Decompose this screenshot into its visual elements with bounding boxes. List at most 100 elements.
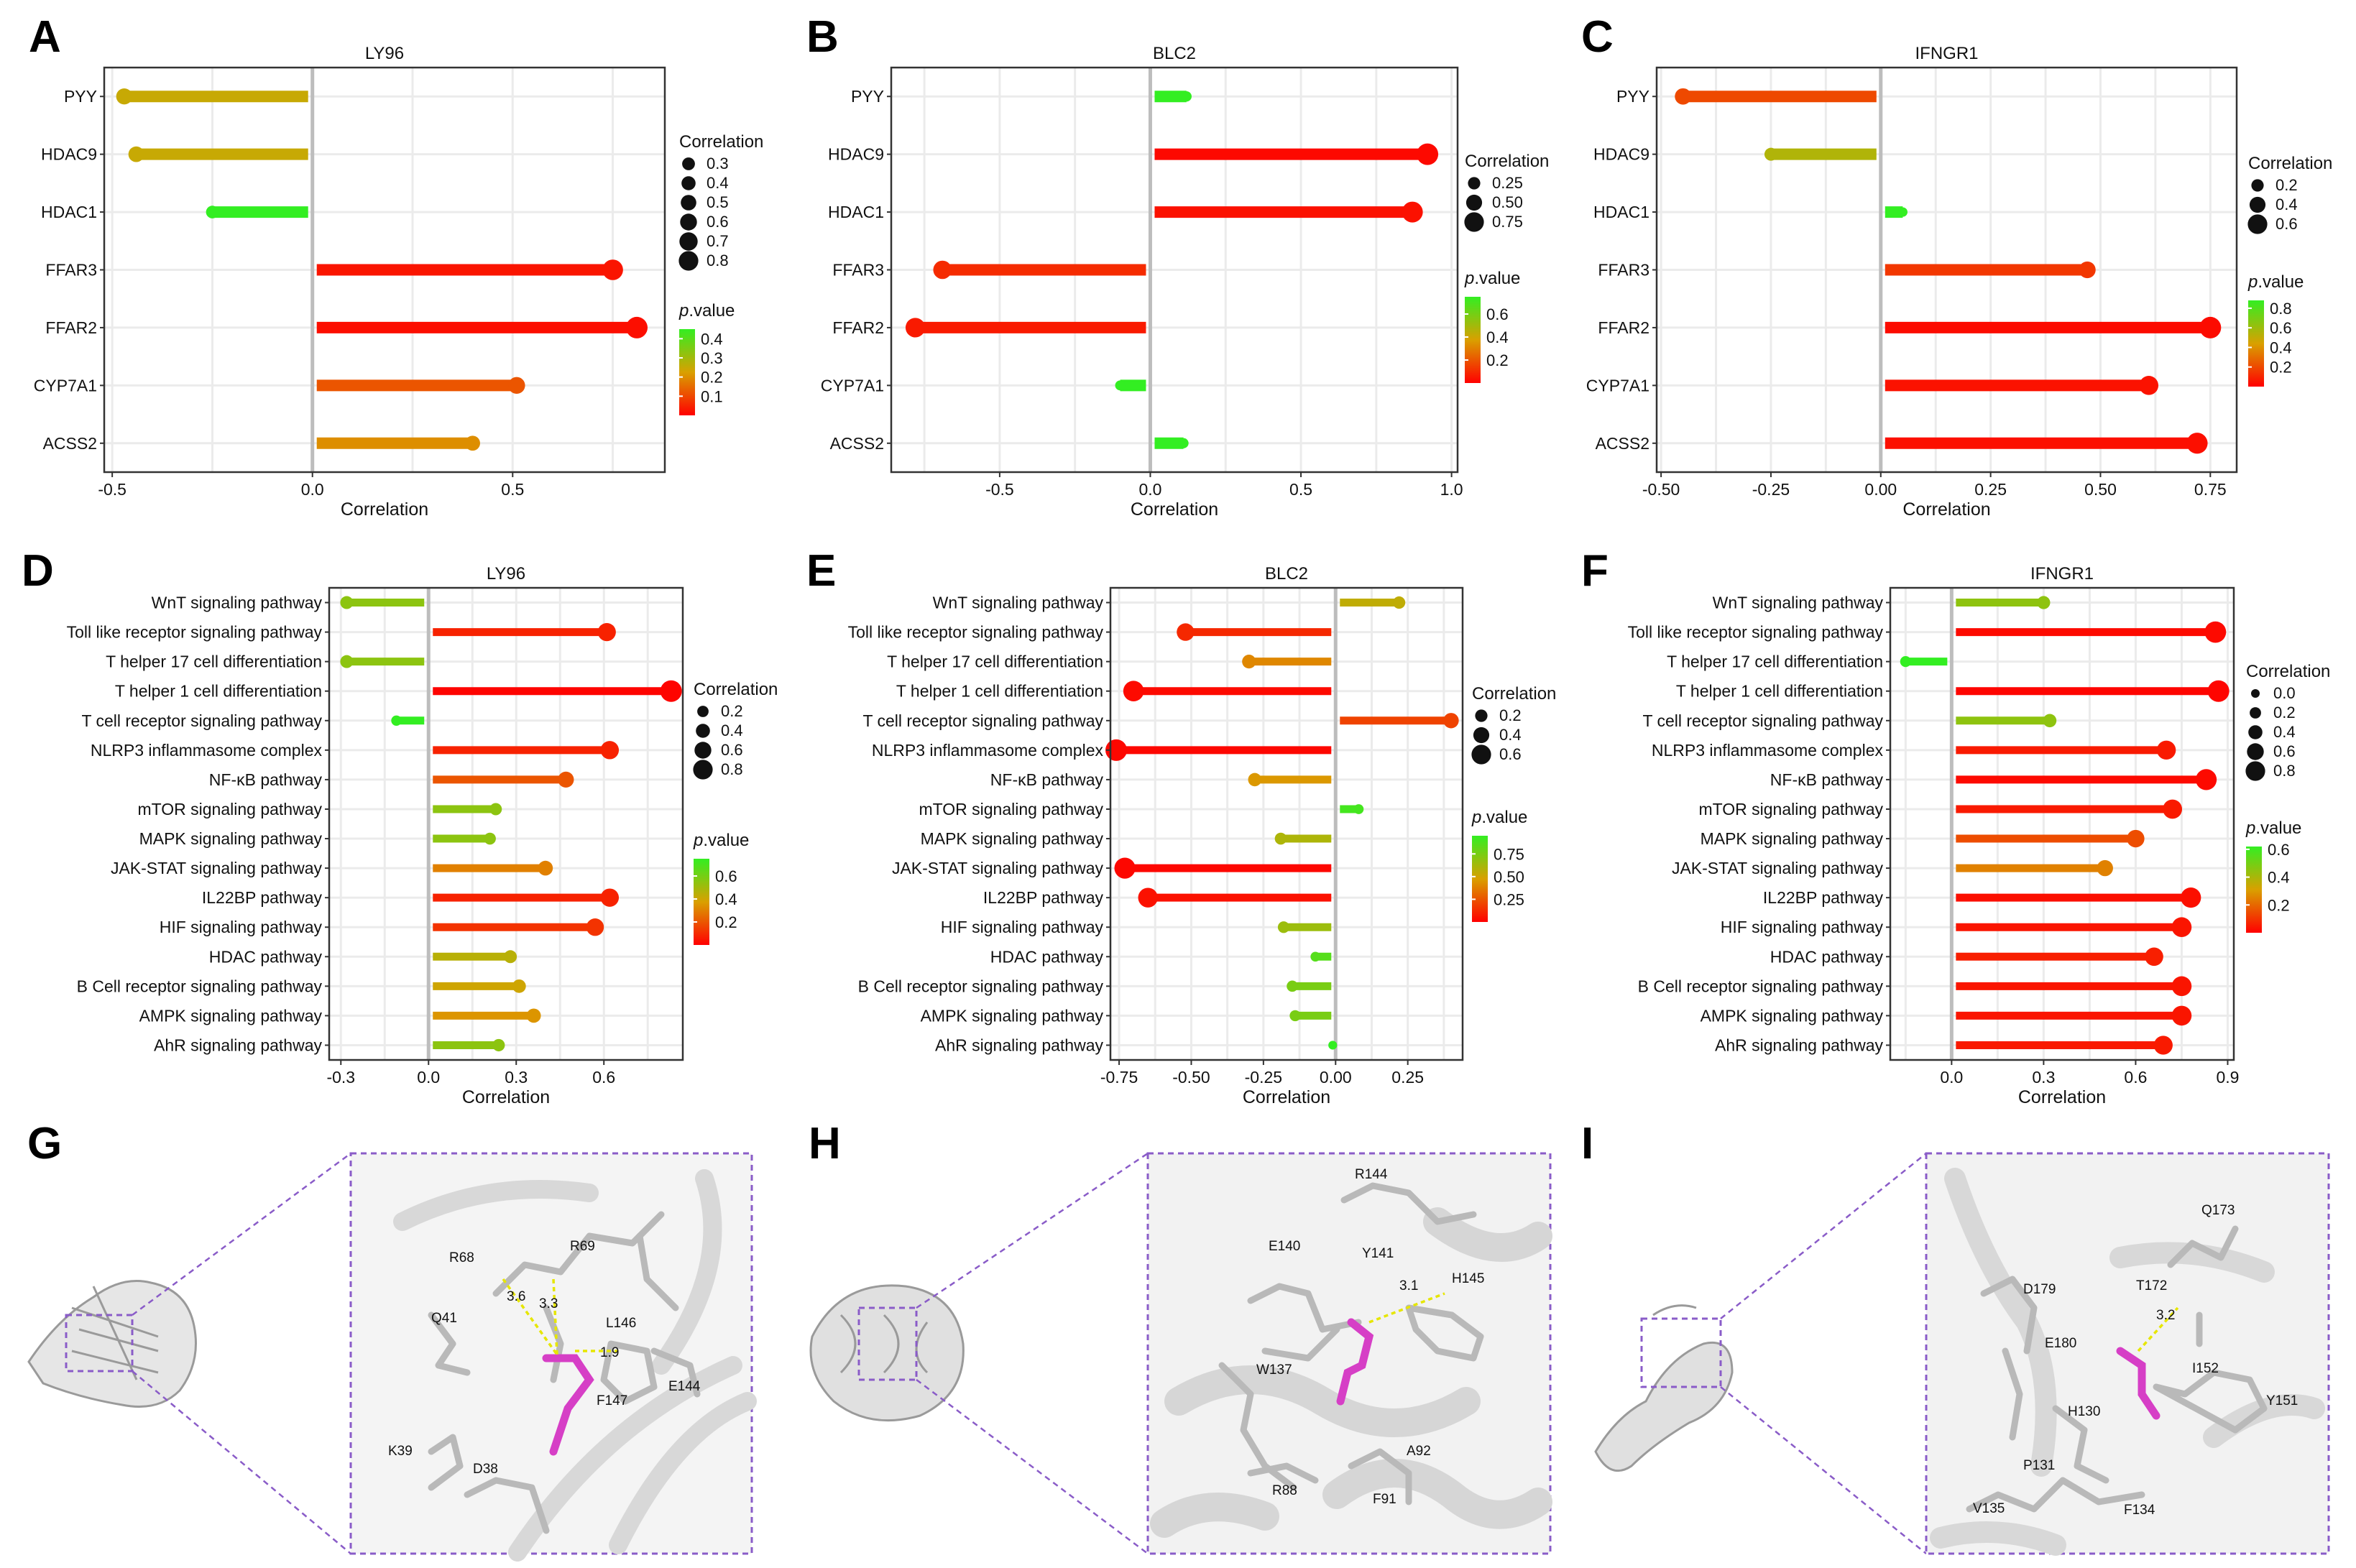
residue-label: V135 [1973,1501,2005,1516]
category-label: JAK-STAT signaling pathway [892,859,1104,877]
color-legend-label: 0.2 [715,913,737,931]
size-legend-label: 0.7 [707,232,729,250]
residue-label: R144 [1355,1167,1388,1182]
category-label: NF-κB pathway [1770,770,1884,789]
size-legend-title: Correlation [694,680,778,699]
lollipop-point [2079,261,2096,279]
size-legend-label: 0.6 [707,213,729,231]
category-label: NLRP3 inflammasome complex [1652,741,1884,760]
category-label: FFAR3 [832,261,884,280]
color-legend-bar [1472,836,1488,922]
size-legend-label: 0.0 [2273,684,2296,702]
chart-title: IFNGR1 [2030,564,2094,584]
size-legend-dot [1464,212,1484,232]
lollipop-point [1277,921,1290,933]
lollipop-point [465,435,480,451]
category-label: FFAR2 [1598,318,1649,337]
lollipop-point [1443,713,1459,729]
category-label: PYY [64,87,97,106]
size-legend-label: 0.4 [2276,195,2298,213]
category-label: WnT signaling pathway [933,594,1104,612]
category-label: T helper 17 cell differentiation [1667,652,1883,671]
panel-letter: F [1581,546,1609,596]
x-tick-label: 0.50 [2084,480,2117,499]
color-legend-label: 0.2 [2268,896,2290,914]
category-label: AMPK signaling pathway [139,1006,323,1025]
size-legend-dot [680,213,697,231]
color-legend-bar [2246,847,2262,933]
category-label: mTOR signaling pathway [137,800,322,818]
zoom-box-small-G [65,1314,134,1373]
plot-frame [1109,586,1464,1061]
hbond [2137,1306,2179,1352]
lollipop-point [489,803,502,816]
zoom-line [1720,1153,1927,1319]
category-label: NF-κB pathway [209,770,323,789]
size-legend-label: 0.4 [707,174,729,192]
size-legend-dot [2249,196,2266,213]
residue-label: H130 [2068,1404,2100,1419]
residue-label: Y141 [1362,1246,1394,1261]
color-legend-label: 0.8 [2270,300,2292,318]
category-label: PYY [1616,87,1649,106]
residue-label: R88 [1272,1483,1297,1498]
x-tick-label: 0.0 [301,480,324,499]
lollipop-point [2186,433,2208,454]
category-label: NLRP3 inflammasome complex [91,741,323,760]
lollipop-point [1177,623,1195,641]
panel-letter: A [29,12,61,62]
residue-label: E140 [1269,1239,1300,1254]
ligand [1336,1318,1374,1406]
residue-label: L146 [606,1316,636,1331]
residue-sticks [1966,1225,2268,1513]
residue-label: H145 [1452,1271,1484,1286]
lollipop-point [1402,201,1423,223]
x-tick-label: 0.25 [1391,1068,1424,1087]
category-label: B Cell receptor signaling pathway [77,977,323,995]
color-legend-title-p: p [2245,818,2255,838]
color-legend-bar [1465,297,1481,383]
x-tick-label: 0.0 [1940,1068,1963,1087]
x-tick-label: 0.9 [2216,1068,2239,1087]
category-label: WnT signaling pathway [1713,594,1884,612]
category-label: ACSS2 [43,434,97,453]
color-legend-label: 0.6 [715,867,737,885]
zoom-line [916,1379,1149,1554]
distance-label: 1.9 [600,1345,619,1360]
color-legend-title: p.value [2247,272,2304,292]
category-label: ACSS2 [1596,434,1649,453]
color-legend-bar [694,859,709,945]
category-label: T cell receptor signaling pathway [81,711,322,730]
category-label: T helper 1 cell differentiation [1676,682,1883,701]
color-legend-bar [2248,300,2264,387]
color-legend-label: 0.6 [2270,319,2292,337]
lollipop-point [1897,207,1908,217]
x-tick-label: 0.00 [1864,480,1897,499]
size-legend-dot [1475,709,1488,722]
size-legend-title: Correlation [1472,684,1556,704]
lollipop-point [602,259,623,280]
x-tick-label: 0.0 [1138,480,1161,499]
color-legend-title: p.value [1464,269,1520,288]
distance-label: 3.1 [1399,1278,1418,1293]
x-tick-label: -0.5 [98,480,126,499]
size-legend-dot [2251,689,2260,698]
residue-label: F147 [597,1393,627,1408]
x-tick-label: 1.0 [1440,480,1463,499]
lollipop-point [1248,773,1262,787]
lollipop-point [1274,832,1287,845]
residue-label: F134 [2124,1503,2155,1518]
x-tick-label: -0.3 [326,1068,355,1087]
size-legend-dot [2248,725,2263,739]
residue-label: A92 [1407,1444,1431,1459]
size-legend-title: Correlation [1465,152,1549,171]
size-legend-label: 0.6 [2276,215,2298,233]
color-legend-label: 0.4 [1486,328,1509,346]
category-label: WnT signaling pathway [152,594,323,612]
lollipop-point [2207,680,2230,702]
residue-label: K39 [388,1444,413,1459]
panel-I: I 3.2 Q173 D179 T172 E180 [1581,1119,2330,1556]
color-legend-label: 0.2 [701,369,723,387]
size-legend-label: 0.2 [2273,704,2296,721]
